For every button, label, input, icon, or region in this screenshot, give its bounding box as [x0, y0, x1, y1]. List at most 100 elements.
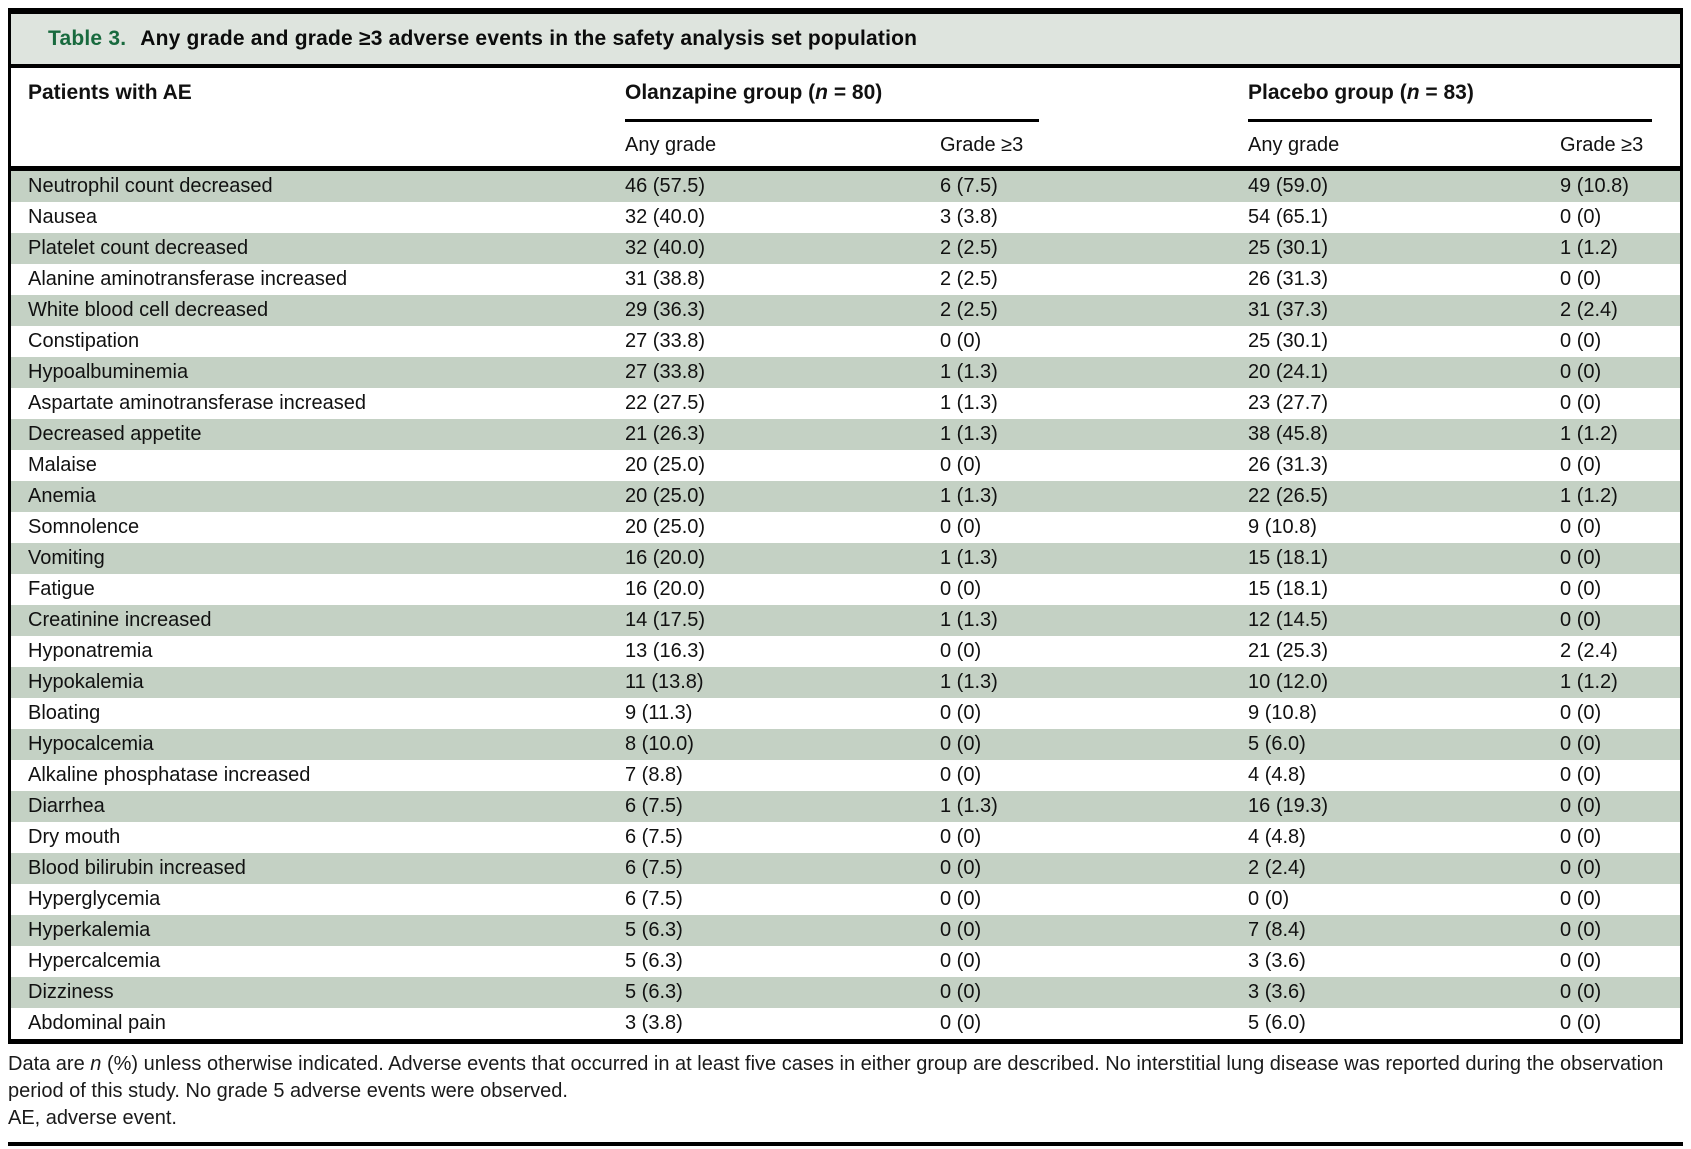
value-cell: 0 (0) [940, 919, 982, 941]
ae-name-cell: Malaise [28, 454, 97, 476]
value-cell: 0 (0) [1560, 206, 1602, 228]
ae-name-cell: Dry mouth [28, 826, 121, 848]
ae-name-cell: Blood bilirubin increased [28, 857, 246, 879]
value-cell: 4 (4.8) [1248, 764, 1306, 786]
group-header-rule [1248, 119, 1653, 122]
table-body: Neutrophil count decreased 46 (57.5) 6 (7.… [11, 168, 1681, 1040]
value-cell: 2 (2.5) [940, 299, 998, 321]
table-row: Blood bilirubin increased 6 (7.5) 0 (0) 2 (… [11, 853, 1681, 884]
value-cell: 0 (0) [1560, 733, 1602, 755]
value-cell: 12 (14.5) [1248, 609, 1329, 631]
value-cell: 1 (1.3) [940, 361, 998, 383]
value-cell: 1 (1.3) [940, 547, 998, 569]
value-cell: 20 (24.1) [1248, 361, 1329, 383]
ae-name-cell: Hyperkalemia [28, 919, 151, 941]
value-cell: 46 (57.5) [625, 175, 706, 197]
value-cell: 7 (8.4) [1248, 919, 1306, 941]
table-row: Dizziness 5 (6.3) 0 (0) 3 (3.6) 0 (0) [11, 977, 1681, 1008]
value-cell: 11 (13.8) [625, 671, 704, 693]
value-cell: 16 (20.0) [625, 547, 706, 569]
ae-name-cell: Neutrophil count decreased [28, 175, 273, 197]
value-cell: 38 (45.8) [1248, 423, 1329, 445]
ae-name-cell: Nausea [28, 206, 97, 228]
ae-name-cell: Somnolence [28, 516, 140, 538]
ae-name-cell: Decreased appetite [28, 423, 202, 445]
ae-name-cell: Hyponatremia [28, 640, 153, 662]
value-cell: 0 (0) [940, 950, 982, 972]
value-cell: 1 (1.2) [1560, 485, 1618, 507]
value-cell: 0 (0) [940, 826, 982, 848]
value-cell: 0 (0) [1560, 330, 1602, 352]
table-row: Platelet count decreased 32 (40.0) 2 (2.5)… [11, 233, 1681, 264]
value-cell: 1 (1.3) [940, 609, 998, 631]
value-cell: 9 (10.8) [1560, 175, 1629, 197]
value-cell: 4 (4.8) [1248, 826, 1306, 848]
value-cell: 0 (0) [1560, 609, 1602, 631]
group-header-olanzapine: Olanzapine group (n = 80) [625, 68, 1248, 122]
footnote-data-note: Data are n (%) unless otherwise indicate… [8, 1053, 1664, 1102]
value-cell: 1 (1.3) [940, 392, 998, 414]
value-cell: 22 (26.5) [1248, 485, 1329, 507]
value-cell: 26 (31.3) [1248, 268, 1329, 290]
ae-name-cell: Dizziness [28, 981, 114, 1003]
ae-name-cell: Creatinine increased [28, 609, 212, 631]
ae-name-cell: Constipation [28, 330, 140, 352]
table-row: Aspartate aminotransferase increased 22 (… [11, 388, 1680, 419]
group-header-placebo-label: Placebo group (n = 83) [1248, 81, 1474, 104]
table-frame: Table 3. Any grade and grade ≥3 adverse e… [8, 8, 1683, 1044]
table-row: Abdominal pain 3 (3.8) 0 (0) 5 (6.0) 0 (0) [11, 1008, 1680, 1039]
table-number-label: Table 3. [48, 27, 127, 50]
value-cell: 3 (3.6) [1248, 981, 1306, 1003]
value-cell: 0 (0) [1560, 950, 1602, 972]
value-cell: 2 (2.4) [1560, 640, 1618, 662]
table-row: Somnolence 20 (25.0) 0 (0) 9 (10.8) 0 (0) [11, 512, 1680, 543]
value-cell: 1 (1.2) [1560, 671, 1618, 693]
value-cell: 0 (0) [940, 578, 982, 600]
value-cell: 26 (31.3) [1248, 454, 1329, 476]
table-row: Dry mouth 6 (7.5) 0 (0) 4 (4.8) 0 (0) [11, 822, 1680, 853]
table-row: Vomiting 16 (20.0) 1 (1.3) 15 (18.1) 0 (0) [11, 543, 1681, 574]
ae-name-cell: Hypercalcemia [28, 950, 161, 972]
value-cell: 2 (2.5) [940, 268, 998, 290]
value-cell: 6 (7.5) [625, 826, 683, 848]
value-cell: 5 (6.3) [625, 950, 683, 972]
value-cell: 27 (33.8) [625, 330, 706, 352]
value-cell: 49 (59.0) [1248, 175, 1329, 197]
column-header-placebo-any-grade: Any grade [1248, 122, 1561, 171]
value-cell: 0 (0) [1560, 268, 1602, 290]
table-row: Hyponatremia 13 (16.3) 0 (0) 21 (25.3) 2 (2.… [11, 636, 1680, 667]
subheader-row: Any grade Grade ≥3 Any grade Grade ≥3 [11, 122, 1681, 171]
value-cell: 0 (0) [1560, 547, 1602, 569]
value-cell: 20 (25.0) [625, 485, 706, 507]
table-row: Creatinine increased 14 (17.5) 1 (1.3) 12 (… [11, 605, 1681, 636]
value-cell: 0 (0) [1560, 392, 1602, 414]
ae-name-cell: Hypocalcemia [28, 733, 154, 755]
value-cell: 6 (7.5) [625, 888, 683, 910]
table-row: White blood cell decreased 29 (36.3) 2 (2.… [11, 295, 1681, 326]
table-row: Diarrhea 6 (7.5) 1 (1.3) 16 (19.3) 0 (0) [11, 791, 1681, 822]
table-row: Neutrophil count decreased 46 (57.5) 6 (7.… [11, 168, 1681, 202]
value-cell: 0 (0) [1560, 454, 1602, 476]
value-cell: 0 (0) [940, 330, 982, 352]
value-cell: 1 (1.3) [940, 423, 998, 445]
adverse-events-table: Patients with AE Olanzapine group (n = 8… [11, 68, 1681, 1040]
ae-name-cell: Bloating [28, 702, 101, 724]
value-cell: 2 (2.5) [940, 237, 998, 259]
ae-name-cell: Anemia [28, 485, 96, 507]
table-row: Hyperkalemia 5 (6.3) 0 (0) 7 (8.4) 0 (0) [11, 915, 1681, 946]
ae-name-cell: Hypoalbuminemia [28, 361, 189, 383]
value-cell: 2 (2.4) [1560, 299, 1618, 321]
value-cell: 9 (10.8) [1248, 702, 1317, 724]
table-row: Nausea 32 (40.0) 3 (3.8) 54 (65.1) 0 (0) [11, 202, 1680, 233]
ae-name-cell: Alkaline phosphatase increased [28, 764, 311, 786]
value-cell: 3 (3.8) [940, 206, 998, 228]
value-cell: 5 (6.3) [625, 919, 683, 941]
value-cell: 1 (1.3) [940, 485, 998, 507]
value-cell: 2 (2.4) [1248, 857, 1306, 879]
value-cell: 0 (0) [1560, 826, 1602, 848]
value-cell: 0 (0) [940, 640, 982, 662]
value-cell: 1 (1.2) [1560, 423, 1618, 445]
value-cell: 54 (65.1) [1248, 206, 1329, 228]
value-cell: 0 (0) [1560, 888, 1602, 910]
